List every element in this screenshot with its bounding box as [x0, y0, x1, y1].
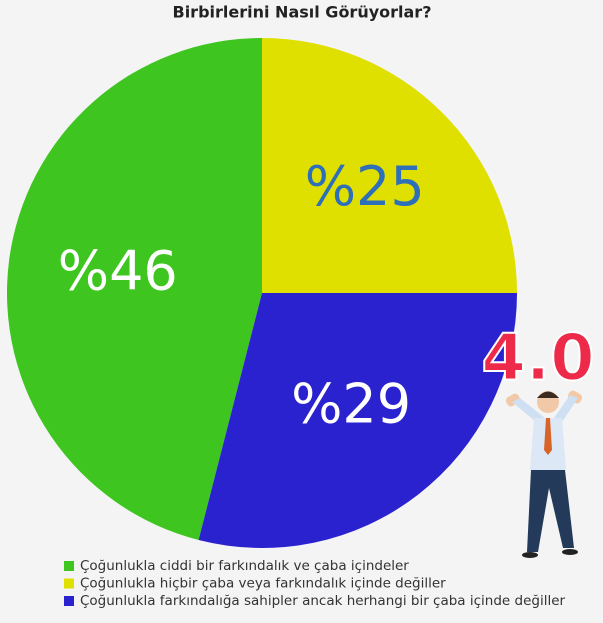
- legend-label: Çoğunlukla ciddi bir farkındalık ve çaba…: [80, 558, 409, 574]
- value-label: %25: [305, 155, 425, 218]
- chart-title: Birbirlerini Nasıl Görüyorlar?: [173, 3, 432, 22]
- legend-swatch: [64, 596, 74, 606]
- illustration: [505, 390, 583, 558]
- legend-label: Çoğunlukla farkındalığa sahipler ancak h…: [80, 593, 566, 609]
- pie-slice: [262, 38, 517, 293]
- annotation: 4.0: [481, 322, 594, 396]
- legend-swatch: [64, 578, 74, 589]
- pie-slice: [6, 38, 262, 540]
- value-label: %29: [291, 372, 411, 435]
- pie-slice: [198, 293, 517, 548]
- legend-swatch: [64, 561, 74, 571]
- value-label: %46: [58, 239, 178, 302]
- legend-label: Çoğunlukla hiçbir çaba veya farkındalık …: [80, 576, 446, 592]
